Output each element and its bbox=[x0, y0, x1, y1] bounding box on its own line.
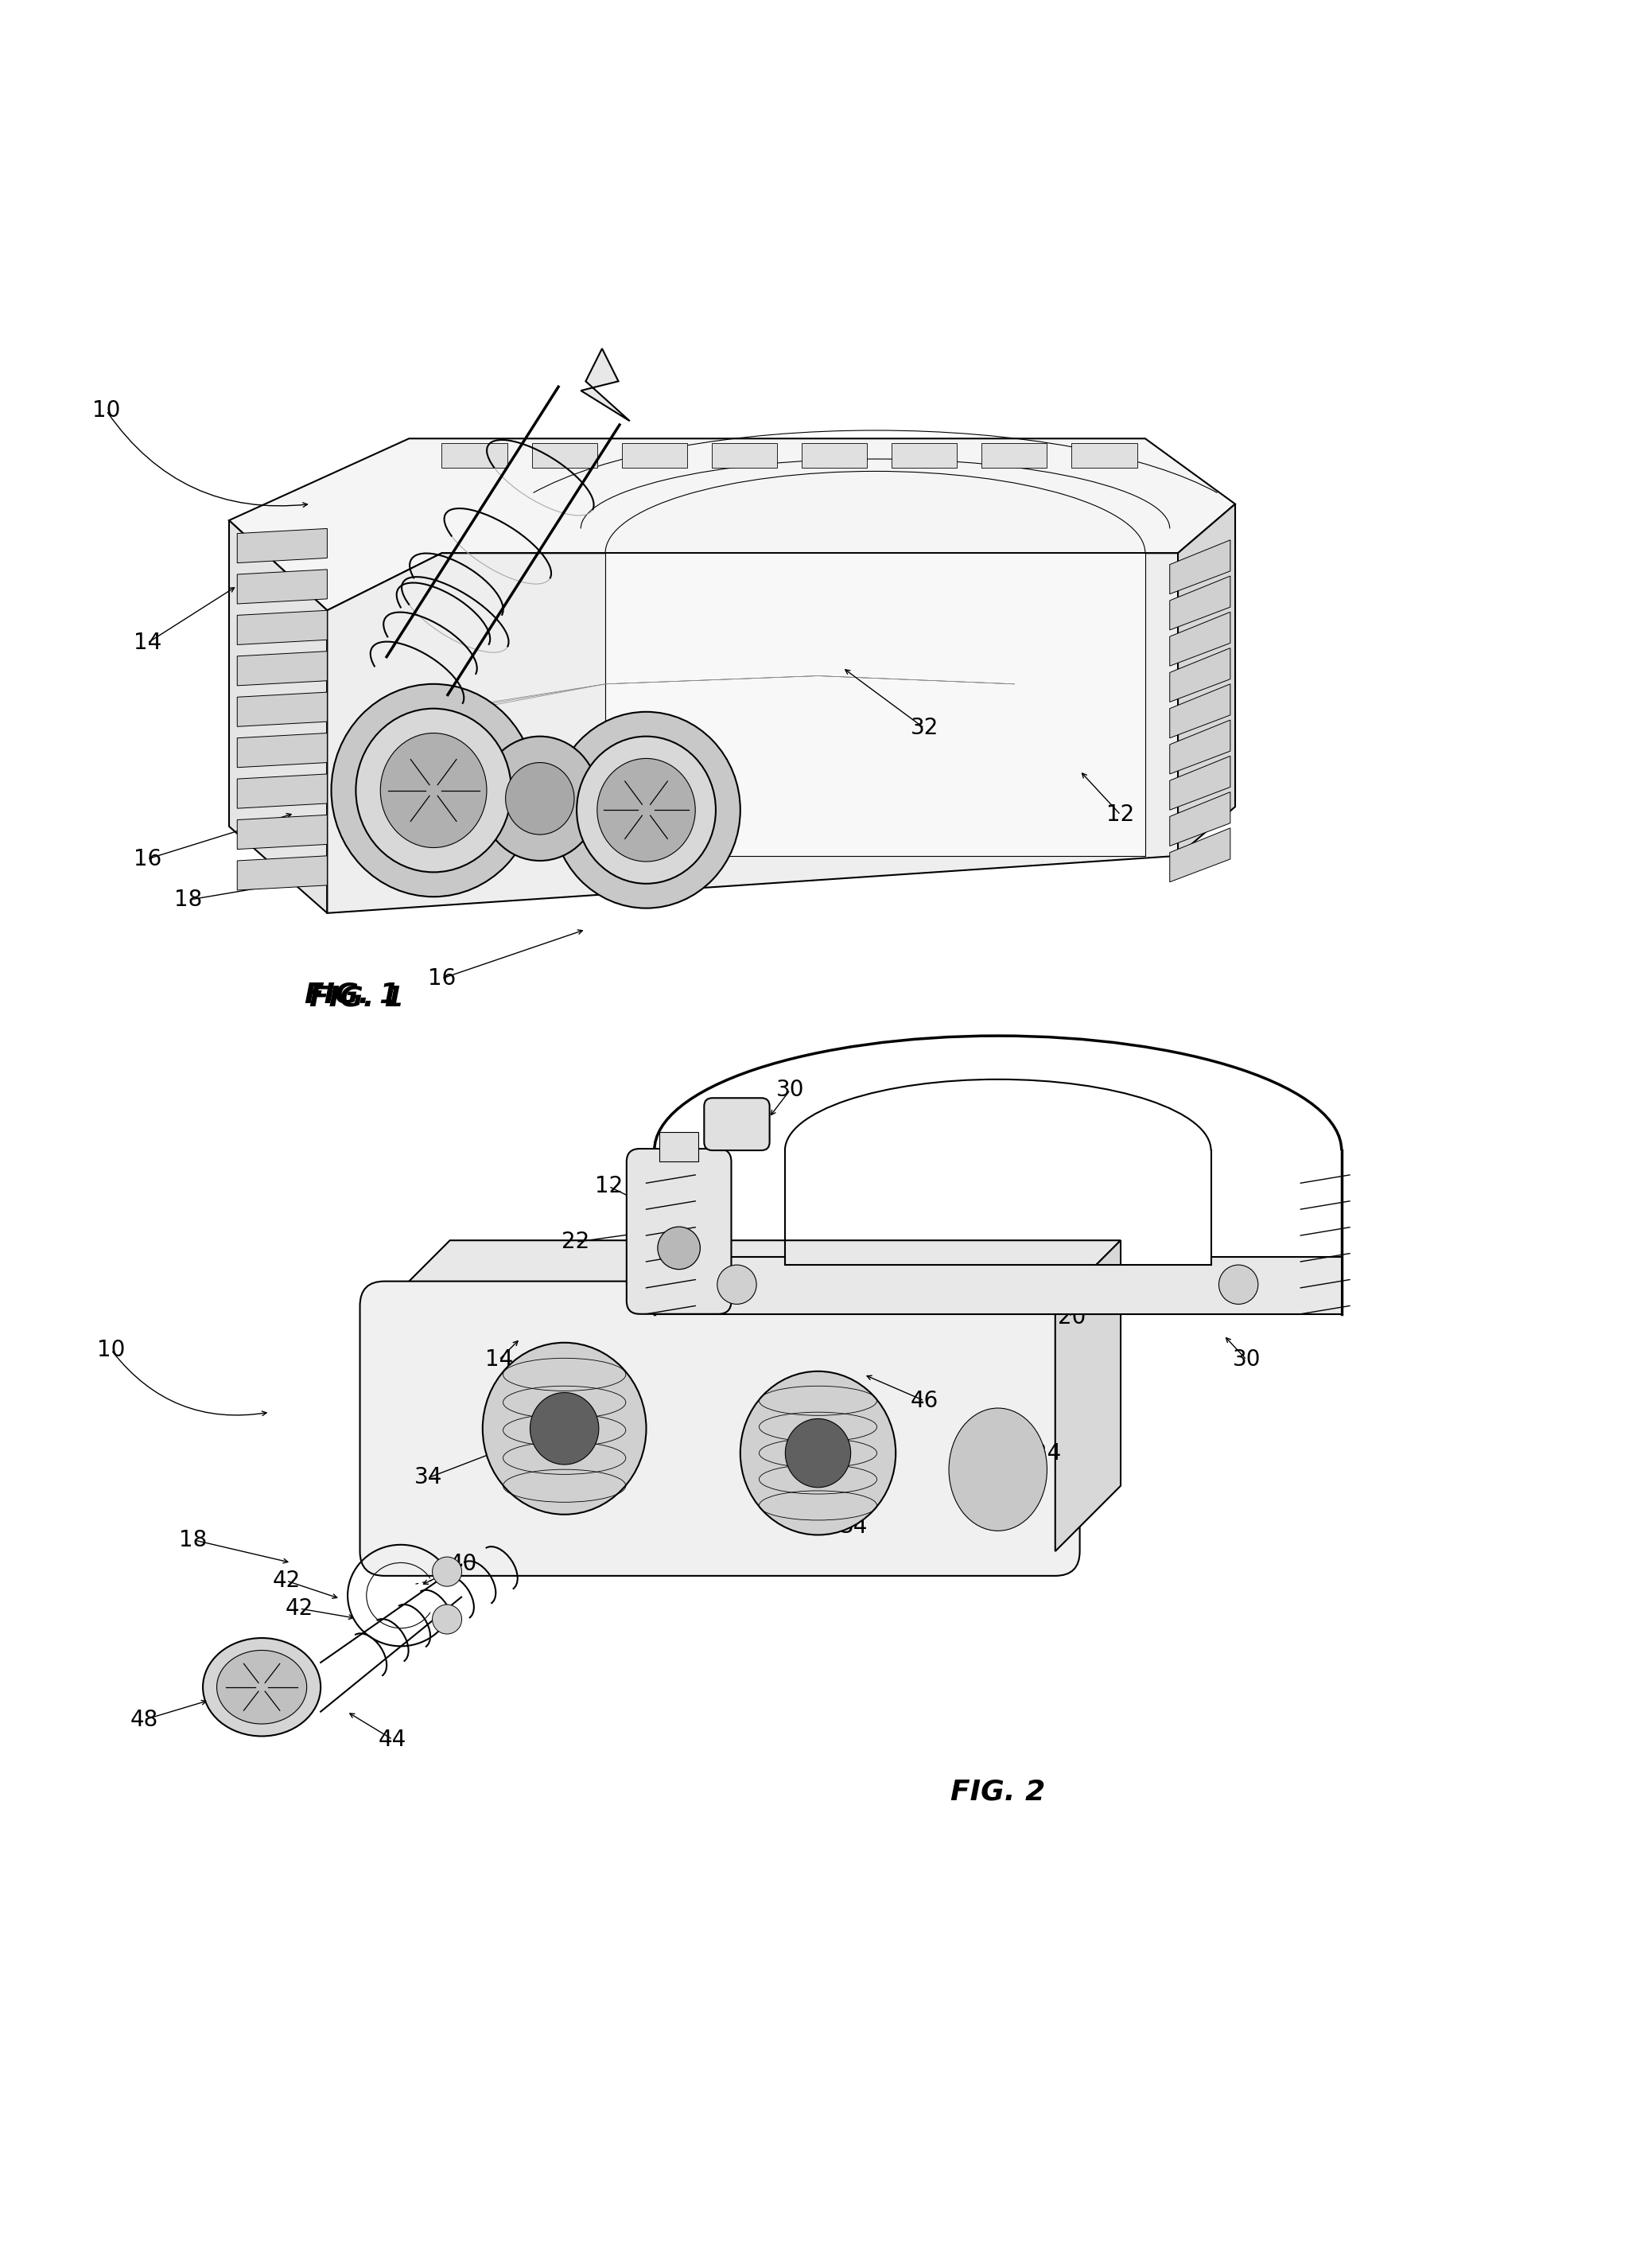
Ellipse shape bbox=[530, 1393, 599, 1465]
Polygon shape bbox=[1170, 612, 1230, 667]
Text: 14: 14 bbox=[484, 1349, 514, 1370]
Polygon shape bbox=[802, 445, 867, 467]
Text: 10: 10 bbox=[97, 1338, 126, 1361]
FancyBboxPatch shape bbox=[627, 1148, 731, 1313]
Polygon shape bbox=[1072, 445, 1137, 467]
Polygon shape bbox=[532, 445, 597, 467]
Text: 16: 16 bbox=[133, 848, 162, 871]
Polygon shape bbox=[229, 438, 1235, 610]
Polygon shape bbox=[1170, 755, 1230, 810]
Text: FIG. 2: FIG. 2 bbox=[951, 1778, 1045, 1805]
Polygon shape bbox=[605, 553, 1145, 855]
Polygon shape bbox=[1055, 1241, 1121, 1551]
FancyBboxPatch shape bbox=[360, 1281, 1080, 1576]
Ellipse shape bbox=[357, 708, 510, 873]
Polygon shape bbox=[237, 651, 327, 685]
Polygon shape bbox=[982, 445, 1047, 467]
Polygon shape bbox=[1170, 540, 1230, 594]
Text: 16: 16 bbox=[427, 968, 456, 989]
Polygon shape bbox=[327, 553, 1178, 914]
Circle shape bbox=[432, 1556, 461, 1585]
Text: 22: 22 bbox=[561, 1232, 591, 1254]
Polygon shape bbox=[237, 528, 327, 562]
Text: 40: 40 bbox=[448, 1554, 478, 1576]
Ellipse shape bbox=[739, 1372, 897, 1535]
Circle shape bbox=[432, 1603, 461, 1633]
Circle shape bbox=[658, 1227, 700, 1270]
Text: 42: 42 bbox=[272, 1569, 301, 1592]
Polygon shape bbox=[622, 445, 687, 467]
Polygon shape bbox=[229, 519, 327, 914]
Ellipse shape bbox=[481, 737, 599, 862]
Ellipse shape bbox=[597, 758, 695, 862]
Polygon shape bbox=[237, 855, 327, 889]
Text: 48: 48 bbox=[129, 1708, 159, 1730]
Ellipse shape bbox=[380, 733, 488, 848]
Polygon shape bbox=[1170, 792, 1230, 846]
Text: 42: 42 bbox=[285, 1597, 314, 1619]
Polygon shape bbox=[237, 773, 327, 807]
Polygon shape bbox=[237, 733, 327, 767]
Ellipse shape bbox=[203, 1637, 321, 1737]
Polygon shape bbox=[384, 1241, 1121, 1306]
Polygon shape bbox=[892, 445, 957, 467]
Text: 44: 44 bbox=[378, 1728, 407, 1751]
Ellipse shape bbox=[506, 762, 574, 835]
Polygon shape bbox=[1178, 503, 1235, 855]
Text: 34: 34 bbox=[839, 1515, 869, 1538]
Polygon shape bbox=[712, 445, 777, 467]
Polygon shape bbox=[1170, 828, 1230, 882]
Text: 20: 20 bbox=[1057, 1306, 1086, 1329]
Text: 30: 30 bbox=[1232, 1349, 1261, 1370]
Polygon shape bbox=[654, 1256, 1342, 1313]
Text: 12: 12 bbox=[1106, 803, 1135, 826]
Text: 30: 30 bbox=[775, 1080, 805, 1100]
Ellipse shape bbox=[483, 1343, 646, 1515]
Text: 18: 18 bbox=[173, 889, 203, 912]
Text: 12: 12 bbox=[594, 1175, 623, 1198]
Ellipse shape bbox=[216, 1651, 308, 1724]
Text: 24: 24 bbox=[1032, 1442, 1062, 1465]
Text: 10: 10 bbox=[92, 399, 121, 422]
Text: 18: 18 bbox=[178, 1529, 208, 1551]
Polygon shape bbox=[581, 349, 630, 422]
Ellipse shape bbox=[576, 737, 717, 885]
Polygon shape bbox=[1170, 685, 1230, 737]
Text: 46: 46 bbox=[910, 1390, 939, 1413]
Polygon shape bbox=[442, 445, 507, 467]
Circle shape bbox=[1219, 1266, 1258, 1304]
Ellipse shape bbox=[785, 1420, 851, 1488]
Text: 14: 14 bbox=[133, 633, 162, 653]
Polygon shape bbox=[237, 610, 327, 644]
Polygon shape bbox=[659, 1132, 699, 1161]
Polygon shape bbox=[1170, 576, 1230, 631]
Polygon shape bbox=[237, 814, 327, 848]
Circle shape bbox=[717, 1266, 756, 1304]
FancyBboxPatch shape bbox=[703, 1098, 769, 1150]
Polygon shape bbox=[237, 569, 327, 603]
Polygon shape bbox=[1170, 719, 1230, 773]
Ellipse shape bbox=[949, 1408, 1047, 1531]
Ellipse shape bbox=[551, 712, 739, 907]
Polygon shape bbox=[237, 692, 327, 726]
Text: 22: 22 bbox=[1155, 1286, 1184, 1309]
Text: 32: 32 bbox=[910, 717, 939, 739]
Text: FIG. 1: FIG. 1 bbox=[304, 982, 399, 1009]
Text: 34: 34 bbox=[414, 1467, 443, 1488]
Text: FIG. 1: FIG. 1 bbox=[309, 984, 404, 1012]
Polygon shape bbox=[1170, 649, 1230, 703]
Ellipse shape bbox=[330, 685, 537, 896]
